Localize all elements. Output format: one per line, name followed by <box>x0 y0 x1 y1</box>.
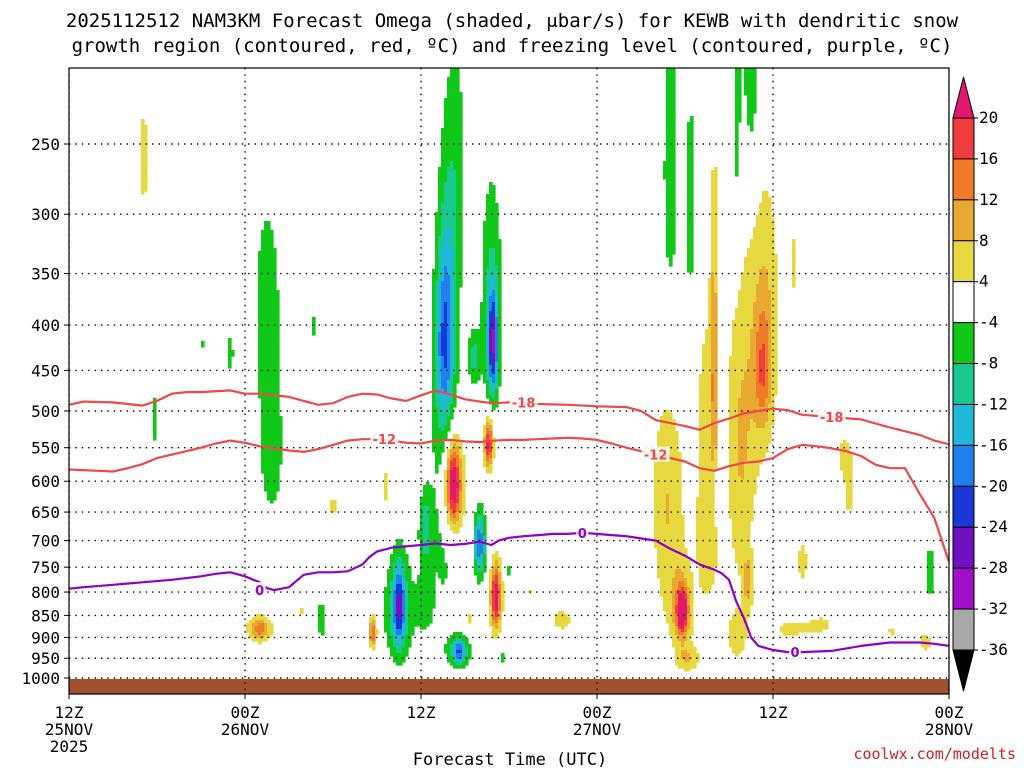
y-tick-label: 450 <box>31 361 60 380</box>
x-tick-label: 00Z <box>583 703 612 722</box>
x-tick-label: 00Z <box>231 703 260 722</box>
y-tick-label: 500 <box>31 402 60 421</box>
y-tick-label: 650 <box>31 503 60 522</box>
y-tick-label: 250 <box>31 135 60 154</box>
colorbar-swatch <box>952 281 975 324</box>
colorbar-swatch <box>952 240 975 283</box>
colorbar-label: -36 <box>979 640 1008 659</box>
y-tick-label: 1000 <box>21 669 60 688</box>
colorbar-label: -16 <box>979 435 1008 454</box>
isotherm-minus12-label: -12 <box>644 449 668 464</box>
x-tick-label: 12Z <box>55 703 84 722</box>
source-credit: coolwx.com/modelts <box>853 745 1016 763</box>
y-tick-label: 950 <box>31 649 60 668</box>
colorbar-swatch-top <box>952 76 975 119</box>
colorbar-swatch <box>952 567 975 610</box>
colorbar-label: -28 <box>979 558 1008 577</box>
colorbar-label: -12 <box>979 394 1008 413</box>
isotherm-minus18-label: -18 <box>820 411 844 426</box>
x-axis-label: Forecast Time (UTC) <box>413 750 607 768</box>
plot-frame <box>68 67 950 695</box>
chart-title-line1: 2025112512 NAM3KM Forecast Omega (shaded… <box>66 10 959 32</box>
isotherm-minus12-label-bg <box>370 431 399 447</box>
freezing-level-label: 0 <box>578 527 587 542</box>
colorbar-label: -4 <box>979 313 998 332</box>
contour-labels: -18 -18 -12 -12 0 0 0 <box>253 394 846 661</box>
colorbar-swatch <box>952 117 975 160</box>
chart-title-line2: growth region (contoured, red, ºC) and f… <box>72 35 953 57</box>
isotherm-minus12-label-bg <box>641 446 670 462</box>
colorbar: 20 16 12 8 4 -4 -8 -12 -16 -20 -24 -28 -32 -36 <box>952 76 1008 692</box>
y-tick-label: 550 <box>31 439 60 458</box>
colorbar-swatch <box>952 485 975 528</box>
colorbar-label: 4 <box>979 272 989 291</box>
gridlines <box>69 68 949 694</box>
y-tick-label: 900 <box>31 628 60 647</box>
isotherm-minus18-label-bg <box>509 394 538 410</box>
colorbar-swatch <box>952 608 975 651</box>
colorbar-label: -24 <box>979 517 1008 536</box>
y-tick-label: 750 <box>31 558 60 577</box>
colorbar-swatch <box>952 363 975 405</box>
terrain-ground <box>69 679 949 694</box>
colorbar-label: 16 <box>979 149 998 168</box>
colorbar-label: -20 <box>979 476 1008 495</box>
freezing-level <box>69 531 949 654</box>
colorbar-swatch <box>952 444 975 487</box>
colorbar-swatch <box>952 199 975 242</box>
colorbar-swatch <box>952 158 975 201</box>
freezing-level-label-bg <box>789 644 801 660</box>
x-tick-label: 27NOV <box>573 720 622 739</box>
y-tick-label: 850 <box>31 606 60 625</box>
freezing-level-label: 0 <box>790 646 799 661</box>
y-tick-label: 600 <box>31 472 60 491</box>
freezing-level-label-bg <box>253 582 266 598</box>
x-tick-label: 2025 <box>50 737 89 756</box>
colorbar-label: -8 <box>979 354 998 373</box>
temperature-contours <box>69 389 949 654</box>
y-tick-label: 700 <box>31 532 60 551</box>
isotherm-minus12-label: -12 <box>373 433 397 448</box>
y-tick-label: 400 <box>31 316 60 335</box>
x-tick-label: 26NOV <box>221 720 270 739</box>
x-tick-label: 12Z <box>407 703 436 722</box>
colorbar-label: 8 <box>979 231 989 250</box>
colorbar-label: -32 <box>979 599 1008 618</box>
isotherm-minus18-label: -18 <box>512 396 536 411</box>
colorbar-swatch <box>952 403 975 446</box>
isotherm-minus18-label-bg <box>817 409 846 425</box>
x-tick-label: 25NOV <box>45 720 94 739</box>
x-tick-label: 28NOV <box>925 720 974 739</box>
colorbar-swatch <box>952 322 975 365</box>
y-tick-label: 800 <box>31 583 60 602</box>
colorbar-swatch <box>952 526 975 569</box>
x-tick-label: 12Z <box>759 703 788 722</box>
y-axis-ticks: 250 300 350 400 450 500 550 600 650 700 750 800 850 9… <box>21 135 69 688</box>
isotherm-minus18 <box>69 389 949 446</box>
freezing-level-label: 0 <box>255 584 264 599</box>
omega-shading <box>141 68 934 672</box>
colorbar-label: 20 <box>979 108 998 127</box>
freezing-level-label-bg <box>576 524 589 540</box>
colorbar-label: 12 <box>979 190 998 209</box>
y-tick-label: 300 <box>31 205 60 224</box>
y-tick-label: 350 <box>31 265 60 284</box>
colorbar-swatch-bottom <box>952 649 975 692</box>
x-tick-label: 00Z <box>935 703 964 722</box>
isotherm-minus12 <box>69 436 949 563</box>
